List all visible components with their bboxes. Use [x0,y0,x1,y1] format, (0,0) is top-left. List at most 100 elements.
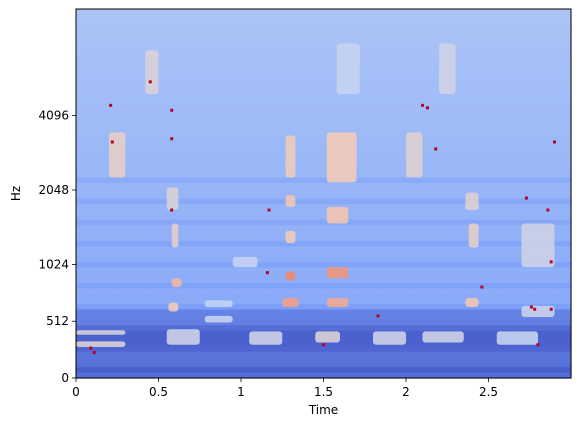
spectrogram-cell [488,103,495,110]
spectrogram-cell [213,51,220,58]
spectrogram-cell [142,198,149,205]
spectrogram-cell [274,66,281,73]
spectrogram-cell [147,14,154,21]
spectrogram-cell [114,40,121,47]
spectrogram-cell [252,225,259,231]
spectrogram-cell [461,119,468,126]
spectrogram-cell [263,293,270,300]
spectrogram-cell [499,225,506,231]
spectrogram-cell [461,35,468,42]
spectrogram-cell [307,235,314,242]
spectrogram-cell [477,146,484,152]
spectrogram-cell [516,35,523,42]
spectrogram-cell [488,82,495,89]
spectrogram-cell [554,256,561,263]
spectrogram-cell [428,230,435,237]
spectrogram-cell [406,225,413,231]
spectrogram-cell [164,262,171,268]
spectrogram-cell [290,14,297,21]
spectrogram-cell [208,124,215,131]
spectrogram-cell [411,93,418,100]
spectrogram-cell [384,103,391,110]
spectrogram-cell [428,109,435,116]
spectrogram-cell [565,82,572,89]
spectrogram-cell [444,109,451,116]
spectrogram-cell [268,124,275,131]
spectrogram-cell [334,182,341,189]
spectrogram-cell [433,61,440,68]
spectrogram-cell [444,35,451,42]
spectrogram-cell [301,82,308,89]
spectrogram-cell [318,66,325,73]
spectrogram-cell [224,146,231,152]
spectrogram-cell [213,256,220,263]
spectrogram-cell [439,135,446,142]
spectrogram-cell [538,88,545,94]
spectrogram-cell [433,214,440,221]
spectrogram-cell [213,119,220,126]
spectrogram-cell [411,56,418,63]
spectrogram-cell [483,56,490,63]
spectrogram-cell [147,114,154,121]
spectrogram-cell [439,272,446,279]
spectrogram-cell [538,146,545,152]
spectrogram-cell [318,146,325,152]
spectrogram-cell [191,109,198,116]
spectrogram-cell [312,267,319,274]
spectrogram-cell [554,56,561,63]
spectrogram-cell [307,30,314,36]
spectrogram-cell [543,45,550,52]
spectrogram-cell [219,193,226,200]
spectrogram-cell [131,88,138,94]
spectrogram-cell [153,172,160,179]
spectrogram-cell [136,35,143,42]
spectrogram-cell [285,103,292,110]
spectrogram-cell [257,167,264,174]
spectrogram-cell [477,93,484,100]
spectrogram-cell [246,288,253,295]
spectrogram-cell [87,161,94,168]
spectrogram-cell [494,293,501,300]
spectrogram-cell [400,198,407,205]
spectrogram-cell [268,246,275,253]
spectrogram-cell [257,182,264,189]
spectrogram-cell [285,288,292,295]
spectrogram-cell [461,146,468,152]
spectrogram-cell [532,9,539,15]
spectrogram-cell [87,24,94,31]
spectrogram-cell [527,51,534,58]
spectrogram-cell [488,24,495,31]
spectrogram-cell [279,251,286,258]
spectrogram-cell [296,72,303,79]
spectrogram-cell [554,35,561,42]
spectrogram-cell [318,277,325,284]
spectrogram-cell [329,283,336,289]
spectrogram-cell [268,51,275,58]
spectrogram-cell [147,256,154,263]
spectrogram-cell [268,14,275,21]
spectrogram-cell [356,109,363,116]
spectrogram-cell [422,82,429,89]
spectrogram-cell [417,9,424,15]
spectrogram-cell [389,14,396,21]
spectrogram-cell [318,251,325,258]
spectrogram-cell [164,66,171,73]
spectrogram-cell [516,66,523,73]
spectrogram-cell [494,198,501,205]
spectrogram-cell [158,93,165,100]
spectrogram-cell [312,251,319,258]
spectrogram-cell [417,72,424,79]
spectrogram-cell [378,109,385,116]
spectrogram-cell [362,119,369,126]
spectrogram-cell [230,293,237,300]
spectrogram-cell [241,198,248,205]
spectrogram-cell [417,198,424,205]
spectrogram-cell [505,262,512,268]
spectrogram-cell [120,262,127,268]
spectrogram-cell [252,103,259,110]
spectrogram-cell [224,256,231,263]
spectrogram-cell [279,61,286,68]
spectrogram-cell [433,235,440,242]
spectrogram-cell [538,283,545,289]
spectrogram-cell [252,56,259,63]
